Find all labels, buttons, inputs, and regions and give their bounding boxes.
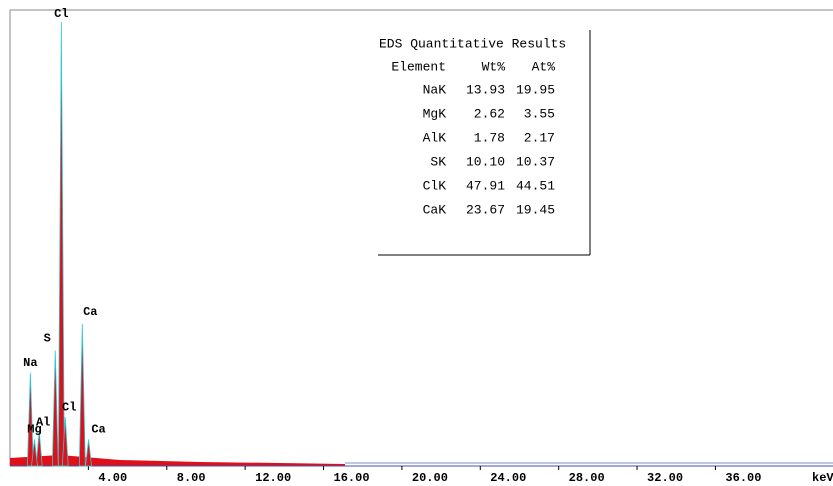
peak-label: Al [36, 416, 50, 430]
peak [51, 350, 59, 467]
table-cell: 23.67 [466, 202, 505, 217]
peak [61, 417, 69, 467]
table-cell: 2.62 [474, 106, 505, 121]
table-cell: MgK [423, 106, 447, 121]
table-cell: AlK [423, 130, 447, 145]
peak-label: Cl [62, 400, 76, 414]
table-cell: NaK [423, 82, 447, 97]
table-header: Wt% [482, 59, 506, 74]
table-header: At% [532, 59, 556, 74]
table-cell: 47.91 [466, 178, 505, 193]
table-cell: 19.45 [516, 202, 555, 217]
table-cell: CaK [423, 202, 447, 217]
x-tick-label: 28.00 [569, 471, 605, 485]
table-cell: 19.95 [516, 82, 555, 97]
peak [85, 439, 93, 467]
x-tick-label: 12.00 [255, 471, 291, 485]
x-tick-label: 32.00 [647, 471, 683, 485]
x-tick-label: 20.00 [412, 471, 448, 485]
table-title: EDS Quantitative Results [379, 36, 566, 51]
peak [31, 439, 38, 467]
peak-label: Mg [27, 423, 41, 437]
peak-label: S [44, 332, 51, 346]
table-cell: 10.37 [516, 154, 555, 169]
peak [35, 430, 43, 467]
x-axis-label: keV [812, 471, 833, 485]
peak-label: Na [23, 356, 37, 370]
table-box [378, 30, 590, 255]
peak [26, 372, 34, 467]
table-cell: SK [430, 154, 446, 169]
table-cell: 44.51 [516, 178, 555, 193]
noise-floor [10, 455, 345, 466]
peak-label: Ca [83, 305, 97, 319]
results-table: EDS Quantitative Results Element Wt% At% Na… [378, 30, 591, 256]
table-cell: 1.78 [474, 130, 505, 145]
table-cell: 3.55 [524, 106, 555, 121]
peak-label: Ca [91, 423, 105, 437]
x-tick-label: 36.00 [725, 471, 761, 485]
peak [57, 21, 65, 467]
table-header: Element [391, 59, 446, 74]
table-cell: 13.93 [466, 82, 505, 97]
peak-label: Cl [54, 7, 68, 21]
table-cell: 2.17 [524, 130, 555, 145]
x-tick-label: 24.00 [490, 471, 526, 485]
x-tick-label: 8.00 [177, 471, 206, 485]
peak [78, 323, 86, 467]
x-tick-label: 16.00 [334, 471, 370, 485]
table-cell: ClK [423, 178, 447, 193]
x-tick-label: 4.00 [98, 471, 127, 485]
table-cell: 10.10 [466, 154, 505, 169]
